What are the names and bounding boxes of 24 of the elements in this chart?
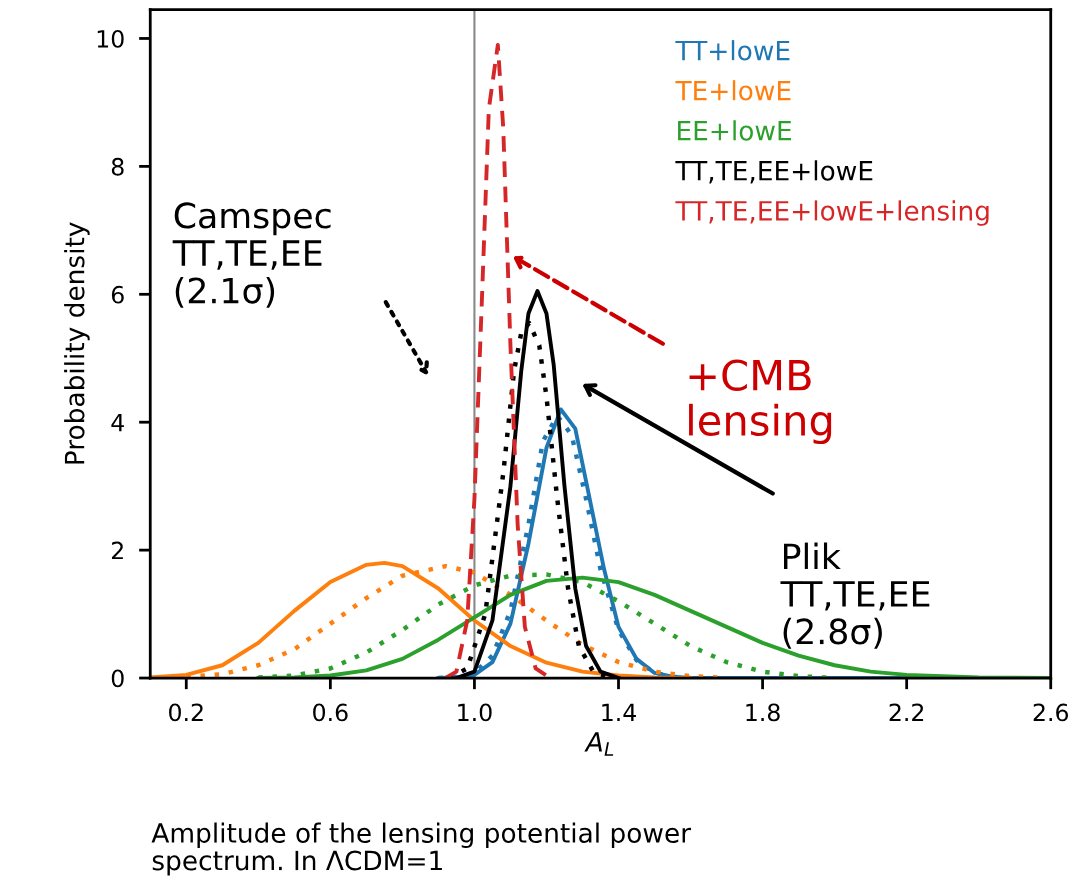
y-tick-label: 10 [97, 29, 124, 48]
y-tick-label: 2 [111, 541, 123, 560]
y-axis-title: Probability density [64, 222, 90, 464]
y-tick-label: 0 [111, 669, 124, 688]
text: Amplitude of the lensing potential power spectrum. In ΛCDM=1 [151, 822, 692, 876]
x-tick-label: 1.4 [602, 703, 636, 721]
x-tick-label: 2.2 [889, 703, 924, 721]
y-tick-label: 6 [111, 285, 124, 304]
text: TT+lowE [675, 40, 790, 61]
annotation: Camspec TT,TE,EE (2.1σ) [172, 202, 331, 308]
y-tick-label: 8 [111, 157, 124, 176]
y-tick-label: 4 [111, 413, 124, 432]
annotation: Plik TT,TE,EE (2.8σ) [780, 542, 930, 649]
text: EE+lowE [678, 120, 791, 141]
x-tick-label: 1.0 [458, 703, 492, 722]
x-axis-title: A$_{L}$ [584, 732, 614, 756]
text: TE+lowE [675, 80, 791, 101]
annotation: +CMB lensing [689, 359, 832, 445]
x-tick-label: 1.8 [746, 703, 780, 722]
text: TT,TE,EE+lowE [675, 160, 873, 184]
x-tick-label: 0.6 [313, 703, 348, 722]
x-tick-label: 0.2 [169, 703, 203, 722]
text: TT,TE,EE+lowE+lensing [675, 200, 989, 226]
x-tick-label: 2.6 [1033, 703, 1069, 722]
